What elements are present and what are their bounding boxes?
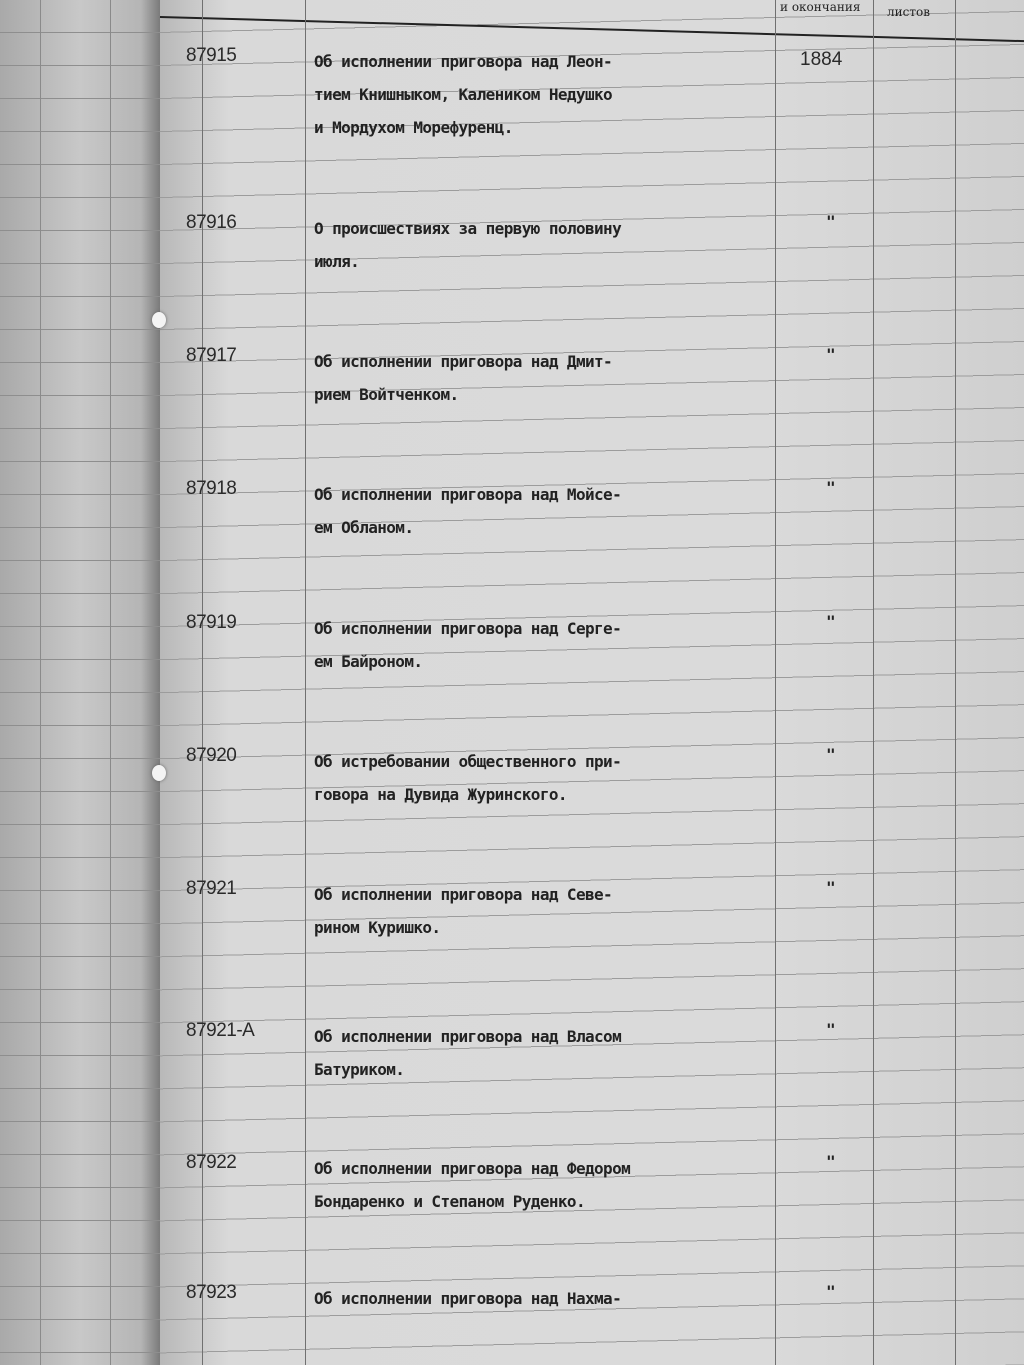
entry-number: 87917: [186, 345, 237, 366]
entry-title-line: Об истребовании общественного при-: [314, 752, 622, 771]
entry-number: 87918: [186, 478, 237, 499]
ditto-mark: ": [826, 212, 836, 231]
entry-title: О происшествиях за первую половину июля.: [314, 212, 784, 278]
entry-title: Об исполнении приговора над Леон-тием Кн…: [314, 45, 784, 144]
entry-title: Об исполнении приговора над Серге-ем Бай…: [314, 612, 784, 678]
column-divider: [775, 0, 776, 1365]
entry-title-line: Об исполнении приговора над Серге-: [314, 619, 622, 638]
entry-number: 87915: [186, 45, 237, 66]
entry-title-line: тием Книшныком, Калеником Недушко: [314, 85, 613, 104]
entry-title: Об истребовании общественного при-говора…: [314, 745, 784, 811]
entry-title-line: Батуриком.: [314, 1060, 405, 1079]
entry-title-line: ем Обланом.: [314, 518, 414, 537]
entry-title: Об исполнении приговора над Федором Бонда…: [314, 1152, 784, 1218]
entry-number: 87922: [186, 1152, 237, 1173]
entry-title-line: и Мордухом Морефуренц.: [314, 118, 513, 137]
ditto-mark: ": [826, 1282, 836, 1301]
entry-title-line: О происшествиях за первую половину: [314, 219, 622, 238]
ditto-mark: ": [826, 612, 836, 631]
entry-title-line: Об исполнении приговора над Леон-: [314, 52, 613, 71]
ditto-mark: ": [826, 745, 836, 764]
binding-hole: [152, 765, 166, 781]
entry-number: 87923: [186, 1282, 237, 1303]
entry-number: 87916: [186, 212, 237, 233]
entry-title: Об исполнении приговора над Нахма-: [314, 1282, 784, 1315]
entry-number: 87921-А: [186, 1020, 255, 1041]
header-sheets: листов: [887, 5, 930, 19]
entry-title: Об исполнении приговора над Севе-рином К…: [314, 878, 784, 944]
entry-title-line: ем Байроном.: [314, 652, 423, 671]
entry-title-line: говора на Дувида Журинского.: [314, 785, 568, 804]
entry-title-line: Об исполнении приговора над Нахма-: [314, 1289, 622, 1308]
entry-date: 1884: [800, 49, 843, 70]
entry-title-line: рием Войтченком.: [314, 385, 459, 404]
ditto-mark: ": [826, 1020, 836, 1039]
column-divider: [955, 0, 956, 1365]
column-divider: [202, 0, 203, 1365]
entry-title: Об исполнении приговора над Дмит-рием Во…: [314, 345, 784, 411]
entry-title-line: Об исполнении приговора над Власом: [314, 1027, 622, 1046]
entry-title-line: Об исполнении приговора над Мойсе-: [314, 485, 622, 504]
ditto-mark: ": [826, 1152, 836, 1171]
entry-title-line: Об исполнении приговора над Федором: [314, 1159, 631, 1178]
entry-number: 87920: [186, 745, 237, 766]
column-divider: [873, 0, 874, 1365]
header-dates: и окончания: [780, 0, 861, 14]
entry-title-line: июля.: [314, 252, 360, 271]
inventory-page: [160, 0, 1024, 1365]
entry-title-line: Об исполнении приговора над Севе-: [314, 885, 613, 904]
ditto-mark: ": [826, 345, 836, 364]
entry-title-line: рином Куришко.: [314, 918, 441, 937]
entry-title-line: Бондаренко и Степаном Руденко.: [314, 1192, 586, 1211]
entry-title-line: Об исполнении приговора над Дмит-: [314, 352, 613, 371]
entry-number: 87921: [186, 878, 237, 899]
entry-title: Об исполнении приговора над Мойсе-ем Обл…: [314, 478, 784, 544]
ditto-mark: ": [826, 878, 836, 897]
entry-title: Об исполнении приговора над Власом Батури…: [314, 1020, 784, 1086]
ditto-mark: ": [826, 478, 836, 497]
entry-number: 87919: [186, 612, 237, 633]
column-divider: [305, 0, 306, 1365]
binding-hole: [152, 312, 166, 328]
left-page-edge: [0, 0, 160, 1365]
